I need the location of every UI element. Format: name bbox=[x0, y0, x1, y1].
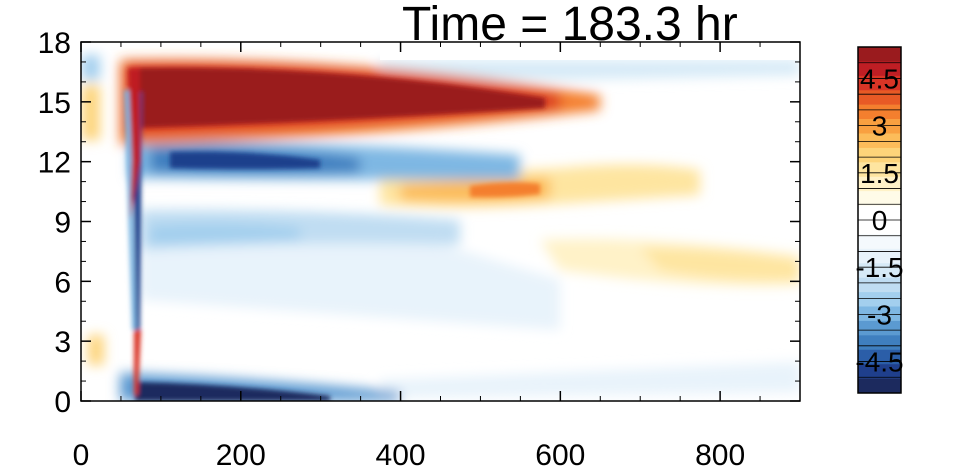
colorbar: 4.5 3 1.5 0 -1.5 -3 -4.5 bbox=[855, 46, 904, 394]
colorbar-box bbox=[858, 378, 901, 394]
negative-core-12 bbox=[170, 151, 320, 169]
x-axis: 0 200 400 600 800 bbox=[73, 42, 801, 472]
x-tick-label: 200 bbox=[216, 439, 266, 472]
colorbar-box bbox=[858, 277, 901, 293]
colorbar-box bbox=[858, 320, 901, 336]
positive-core-10 bbox=[470, 182, 540, 198]
colorbar-box bbox=[858, 306, 901, 322]
colorbar-label: -4.5 bbox=[855, 347, 903, 378]
y-tick-label: 12 bbox=[38, 147, 71, 180]
colorbar-box bbox=[858, 162, 901, 178]
front-positive-streak bbox=[128, 68, 140, 220]
colorbar-box bbox=[858, 234, 901, 250]
x-tick-label: 0 bbox=[73, 439, 90, 472]
x-tick-label: 600 bbox=[535, 439, 585, 472]
left-positive-blob-15 bbox=[82, 85, 100, 140]
colorbar-box bbox=[858, 335, 901, 351]
weak-negative-region-upper bbox=[380, 60, 800, 80]
weak-positive-region-7b bbox=[640, 248, 800, 281]
weak-negative-region-mid bbox=[140, 238, 560, 330]
y-tick-label: 6 bbox=[54, 266, 71, 299]
colorbar-box bbox=[858, 364, 901, 379]
colorbar-box bbox=[858, 248, 901, 264]
colorbar-label: 3 bbox=[872, 111, 888, 142]
colorbar-box bbox=[858, 61, 901, 77]
colorbar-box bbox=[858, 47, 901, 62]
chart-title: Time = 183.3 hr bbox=[402, 0, 738, 51]
left-negative-blob-17 bbox=[82, 55, 100, 80]
y-tick-label: 3 bbox=[54, 326, 71, 359]
contour-field bbox=[82, 55, 800, 401]
x-tick-label: 800 bbox=[695, 439, 745, 472]
y-tick-label: 18 bbox=[38, 27, 71, 60]
x-tick-label: 400 bbox=[376, 439, 426, 472]
positive-core-upper bbox=[132, 67, 545, 128]
y-tick-label: 15 bbox=[38, 87, 71, 120]
y-tick-label: 9 bbox=[54, 207, 71, 240]
colorbar-box bbox=[858, 133, 901, 149]
colorbar-label: 4.5 bbox=[860, 63, 899, 94]
left-positive-blob-2 bbox=[88, 335, 104, 365]
colorbar-box bbox=[858, 75, 901, 91]
colorbar-frame bbox=[857, 46, 902, 394]
front-negative-streak-halo bbox=[124, 90, 136, 330]
colorbar-box bbox=[858, 220, 901, 235]
colorbar-box bbox=[858, 191, 901, 206]
colorbar-label: -1.5 bbox=[855, 252, 903, 283]
front-positive-lower bbox=[134, 330, 141, 395]
colorbar-box bbox=[858, 119, 901, 134]
colorbar-box bbox=[858, 176, 901, 192]
colorbar-label: -3 bbox=[867, 299, 892, 330]
colorbar-box bbox=[858, 104, 901, 120]
weak-negative-region-low bbox=[380, 362, 800, 398]
negative-region-8b bbox=[150, 223, 300, 245]
title-background bbox=[380, 0, 800, 60]
colorbar-box bbox=[858, 292, 901, 307]
colorbar-label: 0 bbox=[872, 205, 888, 236]
colorbar-label: 1.5 bbox=[860, 158, 899, 189]
y-tick-label: 0 bbox=[54, 386, 71, 419]
colorbar-box bbox=[858, 349, 901, 365]
surface-negative-core bbox=[135, 382, 330, 401]
colorbar-box bbox=[858, 205, 901, 221]
y-axis: 0 3 6 9 12 15 18 bbox=[38, 27, 800, 419]
colorbar-box bbox=[858, 147, 901, 163]
